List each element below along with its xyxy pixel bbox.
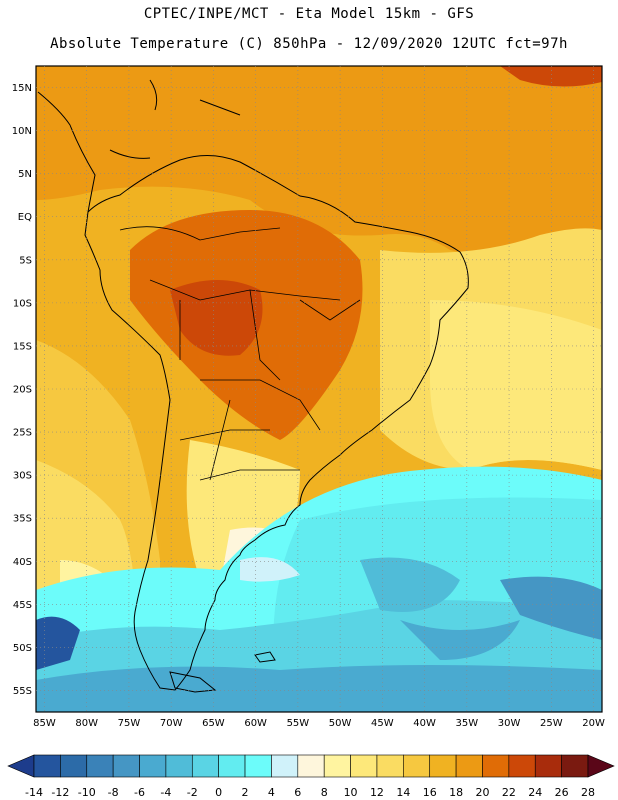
colorbar-tick-label: 24 xyxy=(528,786,542,799)
colorbar-tick-label: 14 xyxy=(396,786,410,799)
colorbar-swatch xyxy=(165,754,193,778)
colorbar-swatch xyxy=(482,754,510,778)
colorbar-swatch xyxy=(86,754,114,778)
lon-label: 35W xyxy=(456,718,479,729)
lon-label: 25W xyxy=(540,718,563,729)
colorbar-tick-label: -4 xyxy=(160,786,171,799)
lon-label: 70W xyxy=(160,718,183,729)
lon-label: 20W xyxy=(582,718,605,729)
colorbar-labels: -14 -12 -10 -8 -6 -4 -2 0 2 4 6 8 10 12 14 16 18 20 22 24 26… xyxy=(25,786,595,799)
colorbar-tick-label: 8 xyxy=(321,786,328,799)
colorbar-swatch xyxy=(561,754,589,778)
lat-label: 20S xyxy=(13,385,32,396)
colorbar-swatch xyxy=(297,754,325,778)
colorbar-tick-label: 6 xyxy=(294,786,301,799)
lon-label: 40W xyxy=(413,718,436,729)
colorbar-swatch xyxy=(323,754,351,778)
lat-label: 45S xyxy=(13,600,32,611)
country-borders xyxy=(119,226,361,481)
colorbar-tick-label: 18 xyxy=(449,786,463,799)
colorbar-under-arrow xyxy=(7,754,35,778)
field-ne-hot xyxy=(500,66,602,87)
colorbar xyxy=(7,754,615,778)
field-south-patch xyxy=(400,620,520,660)
lat-label: 15S xyxy=(13,341,32,352)
colorbar-tick-label: 26 xyxy=(555,786,569,799)
coastline-central-america xyxy=(37,79,241,213)
lon-label: 85W xyxy=(33,718,56,729)
colorbar-swatch xyxy=(376,754,404,778)
lat-label: 25S xyxy=(13,428,32,439)
field-east-eddy xyxy=(500,576,602,640)
colorbar-swatch xyxy=(112,754,140,778)
lon-label: 80W xyxy=(75,718,98,729)
lat-label: 30S xyxy=(13,471,32,482)
colorbar-tick-label: -12 xyxy=(51,786,69,799)
colorbar-tick-label: 28 xyxy=(581,786,595,799)
colorbar-tick-label: 16 xyxy=(423,786,437,799)
latitude-labels: 15N 10N 5N EQ 5S 10S 15S 20S 25S 30S 35S 40S 45S 50S 5… xyxy=(12,83,32,697)
coastline-tierra-del-fuego xyxy=(169,671,217,693)
colorbar-tick-label: -14 xyxy=(25,786,43,799)
coastline-south-america xyxy=(84,155,469,691)
colorbar-swatch xyxy=(271,754,299,778)
colorbar-swatch xyxy=(429,754,457,778)
colorbar-tick-label: 10 xyxy=(344,786,358,799)
colorbar-swatch xyxy=(508,754,536,778)
colorbar-tick-label: 0 xyxy=(215,786,222,799)
lat-label: 5S xyxy=(19,255,32,266)
lon-label: 45W xyxy=(371,718,394,729)
lat-label: EQ xyxy=(18,212,32,223)
colorbar-swatch xyxy=(218,754,246,778)
field-north-warm xyxy=(36,66,602,258)
field-atlantic-eddy xyxy=(360,557,460,612)
lat-label: 40S xyxy=(13,557,32,568)
lon-label: 30W xyxy=(498,718,521,729)
colorbar-swatch xyxy=(139,754,167,778)
longitude-labels: 85W 80W 75W 70W 65W 60W 55W 50W 45W 40W 35W 30W 25W 2… xyxy=(33,718,605,729)
field-sw-cold-core xyxy=(36,616,80,670)
field-atlantic-light xyxy=(430,300,602,470)
colorbar-tick-label: 2 xyxy=(242,786,249,799)
lat-label: 5N xyxy=(18,169,32,180)
lat-label: 55S xyxy=(13,686,32,697)
lon-label: 50W xyxy=(329,718,352,729)
colorbar-tick-label: -10 xyxy=(78,786,96,799)
lat-label: 35S xyxy=(13,514,32,525)
temperature-field xyxy=(36,66,602,712)
lon-label: 60W xyxy=(244,718,267,729)
lon-label: 65W xyxy=(202,718,225,729)
lat-label: 10S xyxy=(13,298,32,309)
colorbar-swatch xyxy=(60,754,88,778)
lon-label: 75W xyxy=(118,718,141,729)
lon-label: 55W xyxy=(287,718,310,729)
colorbar-swatch xyxy=(191,754,219,778)
colorbar-tick-label: 22 xyxy=(502,786,516,799)
lat-label: 50S xyxy=(13,643,32,654)
colorbar-swatch xyxy=(455,754,483,778)
coastline-falklands xyxy=(254,651,276,663)
colorbar-tick-label: -6 xyxy=(134,786,145,799)
colorbar-swatch xyxy=(350,754,378,778)
colorbar-swatch xyxy=(534,754,562,778)
field-deep-cold xyxy=(36,665,602,712)
map-title-line2: Absolute Temperature (C) 850hPa - 12/09/… xyxy=(50,36,568,52)
colorbar-tick-label: -8 xyxy=(108,786,119,799)
colorbar-swatch xyxy=(244,754,272,778)
field-core-hot xyxy=(170,280,263,356)
map-title-line1: CPTEC/INPE/MCT - Eta Model 15km - GFS xyxy=(143,6,475,22)
field-coast-pale xyxy=(240,557,300,582)
colorbar-swatch xyxy=(33,754,61,778)
lat-label: 15N xyxy=(12,83,32,94)
colorbar-over-arrow xyxy=(587,754,615,778)
colorbar-swatch xyxy=(403,754,431,778)
lat-label: 10N xyxy=(12,126,32,137)
colorbar-tick-label: 20 xyxy=(475,786,489,799)
colorbar-tick-label: 12 xyxy=(370,786,384,799)
colorbar-tick-label: 4 xyxy=(268,786,275,799)
colorbar-tick-label: -2 xyxy=(187,786,198,799)
